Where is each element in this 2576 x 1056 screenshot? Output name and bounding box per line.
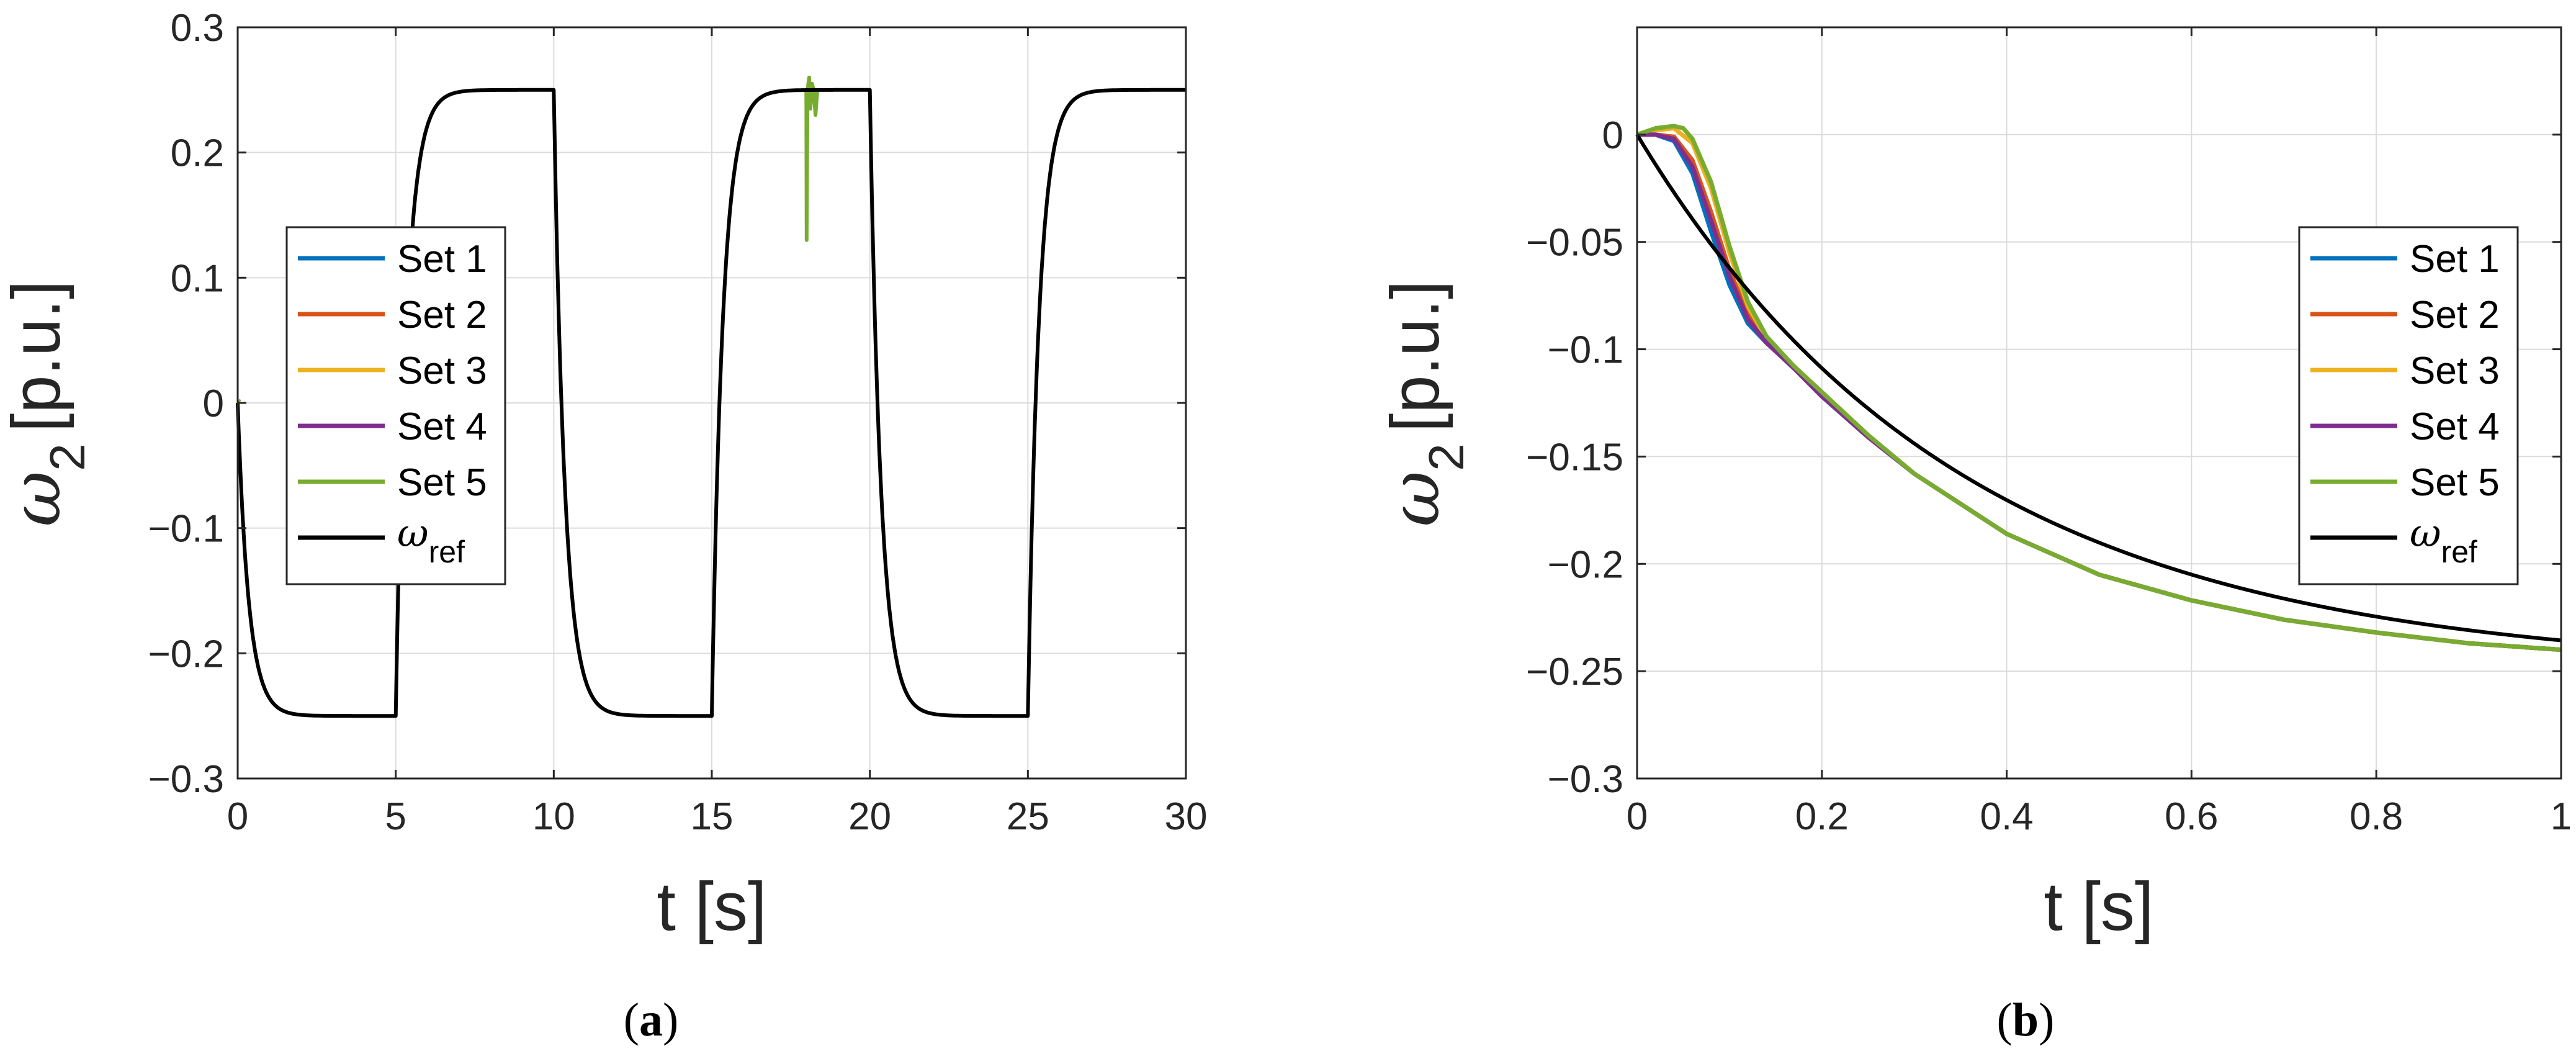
legend-label-4: Set 4: [2410, 405, 2500, 448]
legend-label-1: Set 1: [2410, 238, 2500, 281]
legend-label-3: Set 3: [2410, 350, 2500, 392]
subfigure-label: (a): [624, 994, 679, 1046]
y-axis-label-subscript: 2: [1419, 443, 1474, 471]
subfigure-label-letter: a: [639, 994, 663, 1046]
y-tick-label: 0.3: [171, 7, 224, 50]
y-axis-label-unit: [p.u.]: [0, 281, 74, 433]
x-tick-label: 0.8: [2349, 795, 2403, 838]
legend-label-5: Set 5: [397, 461, 487, 504]
y-tick-label: 0.2: [171, 132, 224, 175]
x-axis-label: t [s]: [657, 869, 766, 945]
y-tick-label: −0.2: [1548, 543, 1623, 586]
legend-label-1: Set 1: [397, 238, 487, 281]
y-tick-label: −0.05: [1526, 222, 1623, 264]
y-tick-label: −0.2: [148, 633, 224, 675]
x-tick-label: 5: [385, 795, 406, 838]
x-tick-label: 0.6: [2165, 795, 2218, 838]
series-line-reference: [236, 88, 1187, 718]
legend-box: [285, 226, 506, 585]
legend-label-2: Set 2: [397, 294, 487, 336]
subfigure-label-open: (: [624, 994, 639, 1046]
y-tick-label: 0: [203, 382, 224, 425]
subfigure-label-close: ): [2039, 994, 2054, 1046]
y-axis-label: ω2 [p.u.]: [1375, 281, 1474, 527]
legend-label-reference-subscript: ref: [2441, 535, 2477, 569]
subfigure-label-close: ): [663, 994, 678, 1046]
series-line-set-5-start: [237, 399, 241, 404]
axes-box: [1636, 26, 2562, 780]
legend-label-reference: ωref: [2410, 510, 2477, 569]
series-line-set-5: [1636, 124, 2562, 652]
legend-label-4: Set 4: [397, 405, 487, 448]
subfigure-label-letter: b: [2013, 994, 2039, 1046]
y-tick-label: 0.1: [171, 257, 224, 300]
x-tick-label: 20: [848, 795, 891, 838]
legend-label-reference-symbol: ω: [2410, 510, 2441, 556]
x-tick-label: 0: [227, 795, 248, 838]
series-line-set-5-disturbance: [804, 75, 820, 242]
x-tick-label: 0: [1627, 795, 1648, 838]
y-axis-label-symbol: ω: [1375, 471, 1455, 527]
x-tick-label: 0.2: [1795, 795, 1849, 838]
x-tick-label: 1: [2551, 795, 2572, 838]
y-axis-label-symbol: ω: [0, 471, 76, 527]
panel-a-chart: 0 5 10 15 20 25 30 0.3 0.2 0.1 0 −0.1 −0.2 −0.3 t [s] ω…: [0, 7, 1207, 1046]
y-tick-label: −0.25: [1526, 651, 1623, 693]
x-tick-label: 0.4: [1980, 795, 2033, 838]
legend-label-2: Set 2: [2410, 294, 2500, 336]
x-axis-label: t [s]: [2044, 869, 2153, 945]
x-tick-label: 25: [1007, 795, 1049, 838]
y-axis-label-subscript: 2: [40, 443, 95, 471]
y-tick-label: −0.1: [148, 508, 224, 551]
y-tick-label: 0: [1602, 114, 1623, 157]
subfigure-label-open: (: [1997, 994, 2013, 1046]
y-tick-label: −0.15: [1526, 436, 1623, 479]
y-axis-label: ω2 [p.u.]: [0, 281, 95, 527]
y-axis-label-unit: [p.u.]: [1377, 281, 1453, 433]
legend-label-reference-symbol: ω: [397, 510, 429, 556]
x-tick-label: 10: [532, 795, 575, 838]
panel-b-chart: 0 0.2 0.4 0.6 0.8 1 0 −0.05 −0.1 −0.15 −0.2 −0.25 −0…: [1375, 26, 2572, 1046]
x-tick-label: 30: [1165, 795, 1208, 838]
subfigure-label: (b): [1997, 994, 2055, 1046]
series-line-reference: [1635, 133, 2562, 643]
legend-label-reference-subscript: ref: [429, 535, 465, 569]
legend-label-5: Set 5: [2410, 461, 2500, 504]
y-tick-label: −0.3: [148, 758, 224, 801]
legend-label-reference: ωref: [397, 510, 465, 569]
y-tick-label: −0.3: [1548, 758, 1623, 801]
legend-label-3: Set 3: [397, 350, 487, 392]
legend-box: [2298, 226, 2519, 585]
x-tick-label: 15: [691, 795, 734, 838]
y-tick-label: −0.1: [1548, 329, 1623, 372]
